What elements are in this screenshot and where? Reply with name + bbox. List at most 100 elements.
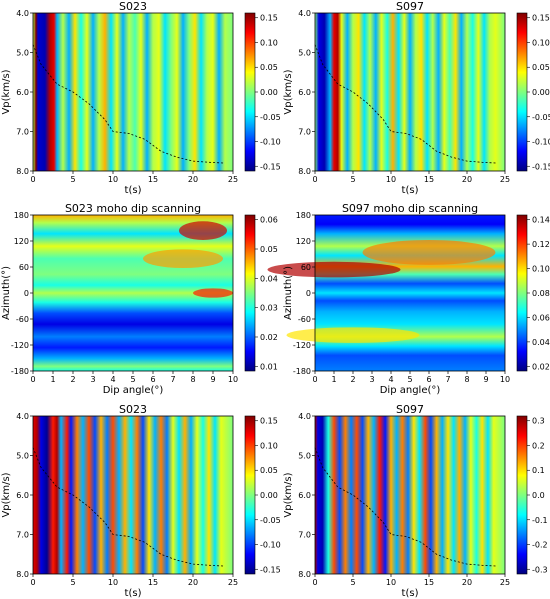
x-tick-label: 1: [50, 375, 55, 384]
panel-title: S023: [119, 403, 147, 416]
x-tick-label: 10: [108, 578, 118, 587]
colorbar-tick-label: 0.08: [532, 289, 550, 298]
heatmap-field: [33, 416, 233, 574]
colorbar-tick-label: -0.2: [532, 541, 548, 550]
y-tick-label: 6.0: [298, 88, 311, 97]
y-tick-label: 7.0: [16, 128, 29, 137]
x-tick-label: 0: [30, 175, 35, 184]
colorbar-tick-label: 0.04: [532, 338, 550, 347]
y-tick-label: 7.0: [298, 128, 311, 137]
x-tick-label: 15: [424, 175, 434, 184]
y-axis-label: Azimuth(°): [1, 266, 12, 320]
heatmap-hotspot: [286, 327, 420, 343]
y-axis-label: Vp(km/s): [283, 472, 294, 517]
x-tick-label: 15: [148, 578, 158, 587]
x-tick-label: 7: [170, 375, 175, 384]
x-tick-label: 8: [190, 375, 195, 384]
colorbar-tick-label: 0.10: [260, 441, 278, 450]
x-tick-label: 20: [462, 175, 472, 184]
y-tick-label: 5.0: [16, 452, 29, 461]
x-tick-label: 10: [500, 375, 510, 384]
panel-title: S097 moho dip scanning: [342, 202, 478, 215]
x-tick-label: 10: [386, 578, 396, 587]
y-tick-label: 8.0: [16, 167, 29, 176]
x-tick-label: 5: [350, 578, 355, 587]
x-tick-label: 7: [445, 375, 450, 384]
x-tick-label: 3: [369, 375, 374, 384]
y-tick-label: 120: [296, 237, 311, 246]
heatmap-hotspot: [267, 261, 401, 278]
y-tick-label: 6.0: [298, 491, 311, 500]
colorbar-tick-label: 0.05: [260, 63, 278, 72]
x-tick-label: 5: [350, 175, 355, 184]
heatmap-field: [315, 416, 505, 574]
heatmap-field: [33, 13, 233, 171]
y-tick-label: 7.0: [298, 531, 311, 540]
y-tick-label: 5.0: [298, 49, 311, 58]
y-tick-label: 60: [19, 263, 29, 272]
y-tick-label: 4.0: [298, 9, 311, 18]
x-tick-label: 1: [331, 375, 336, 384]
heatmap-hotspot: [179, 221, 227, 240]
x-tick-label: 0: [312, 578, 317, 587]
colorbar-tick-label: 0.01: [260, 362, 278, 371]
y-tick-label: 8.0: [298, 570, 311, 579]
y-tick-label: 4.0: [16, 9, 29, 18]
colorbar-tick-label: -0.15: [532, 162, 550, 171]
x-tick-label: 8: [464, 375, 469, 384]
panel-2: S097 0 5 10 15 20 25 4.0 5.0 6.0 7.0 8.0 t(s) Vp(km/s…: [283, 0, 550, 196]
colorbar-tick-label: 0.12: [532, 240, 550, 249]
x-tick-label: 10: [108, 175, 118, 184]
colorbar-tick-label: -0.15: [260, 565, 281, 574]
panel-1: S023 0 5 10 15 20 25 4.0 5.0 6.0 7.0 8.0 t(s) Vp(km/s…: [1, 0, 281, 196]
colorbar-tick-label: 0.10: [532, 38, 550, 47]
colorbar-tick-label: 0.06: [260, 216, 278, 225]
y-tick-label: 180: [296, 211, 311, 220]
colorbar: [516, 214, 528, 372]
colorbar: [244, 12, 256, 172]
colorbar: [244, 214, 256, 372]
x-tick-label: 2: [350, 375, 355, 384]
x-tick-label: 0: [30, 578, 35, 587]
heatmap-hotspot: [143, 249, 223, 269]
colorbar-tick-label: 0.15: [260, 14, 278, 23]
x-tick-label: 9: [483, 375, 488, 384]
x-axis-label: t(s): [402, 185, 419, 196]
y-tick-label: -60: [16, 315, 29, 324]
heatmap-field: [315, 215, 505, 371]
panel-3: S023 moho dip scanning 0 1 2 3 4 5 6 7 8 9 10 180 120…: [1, 202, 278, 396]
colorbar-tick-label: 0.00: [260, 491, 278, 500]
colorbar-tick-label: 0.04: [260, 274, 278, 283]
colorbar-tick-label: 0.2: [532, 441, 545, 450]
colorbar-tick-label: 0.0: [532, 491, 545, 500]
moveout-curve: [314, 447, 498, 567]
colorbar: [516, 415, 528, 575]
colorbar-tick-label: 0.02: [532, 362, 550, 371]
colorbar-tick-label: -0.15: [260, 162, 281, 171]
colorbar-tick-label: 0.05: [260, 245, 278, 254]
x-tick-label: 25: [228, 175, 238, 184]
x-tick-label: 6: [150, 375, 155, 384]
x-tick-label: 5: [407, 375, 412, 384]
y-tick-label: 8.0: [298, 167, 311, 176]
y-tick-label: 7.0: [16, 531, 29, 540]
x-axis-label: t(s): [125, 185, 142, 196]
colorbar-tick-label: 0.06: [532, 313, 550, 322]
panel-title: S023 moho dip scanning: [65, 202, 201, 215]
colorbar-tick-label: -0.10: [260, 541, 281, 550]
colorbar-tick-label: 0.10: [260, 38, 278, 47]
colorbar-tick-label: 0.05: [532, 63, 550, 72]
colorbar-tick-label: 0.02: [260, 333, 278, 342]
x-axis-label: Dip angle(°): [103, 385, 164, 396]
x-axis-label: Dip angle(°): [380, 385, 441, 396]
x-tick-label: 20: [188, 175, 198, 184]
colorbar-tick-label: 0.15: [260, 417, 278, 426]
y-tick-label: 120: [14, 237, 29, 246]
panel-title: S023: [119, 0, 147, 13]
x-tick-label: 0: [30, 375, 35, 384]
y-tick-label: 4.0: [16, 412, 29, 421]
colorbar-tick-label: 0.05: [260, 466, 278, 475]
colorbar-tick-label: -0.05: [532, 113, 550, 122]
y-tick-label: -120: [11, 341, 29, 350]
